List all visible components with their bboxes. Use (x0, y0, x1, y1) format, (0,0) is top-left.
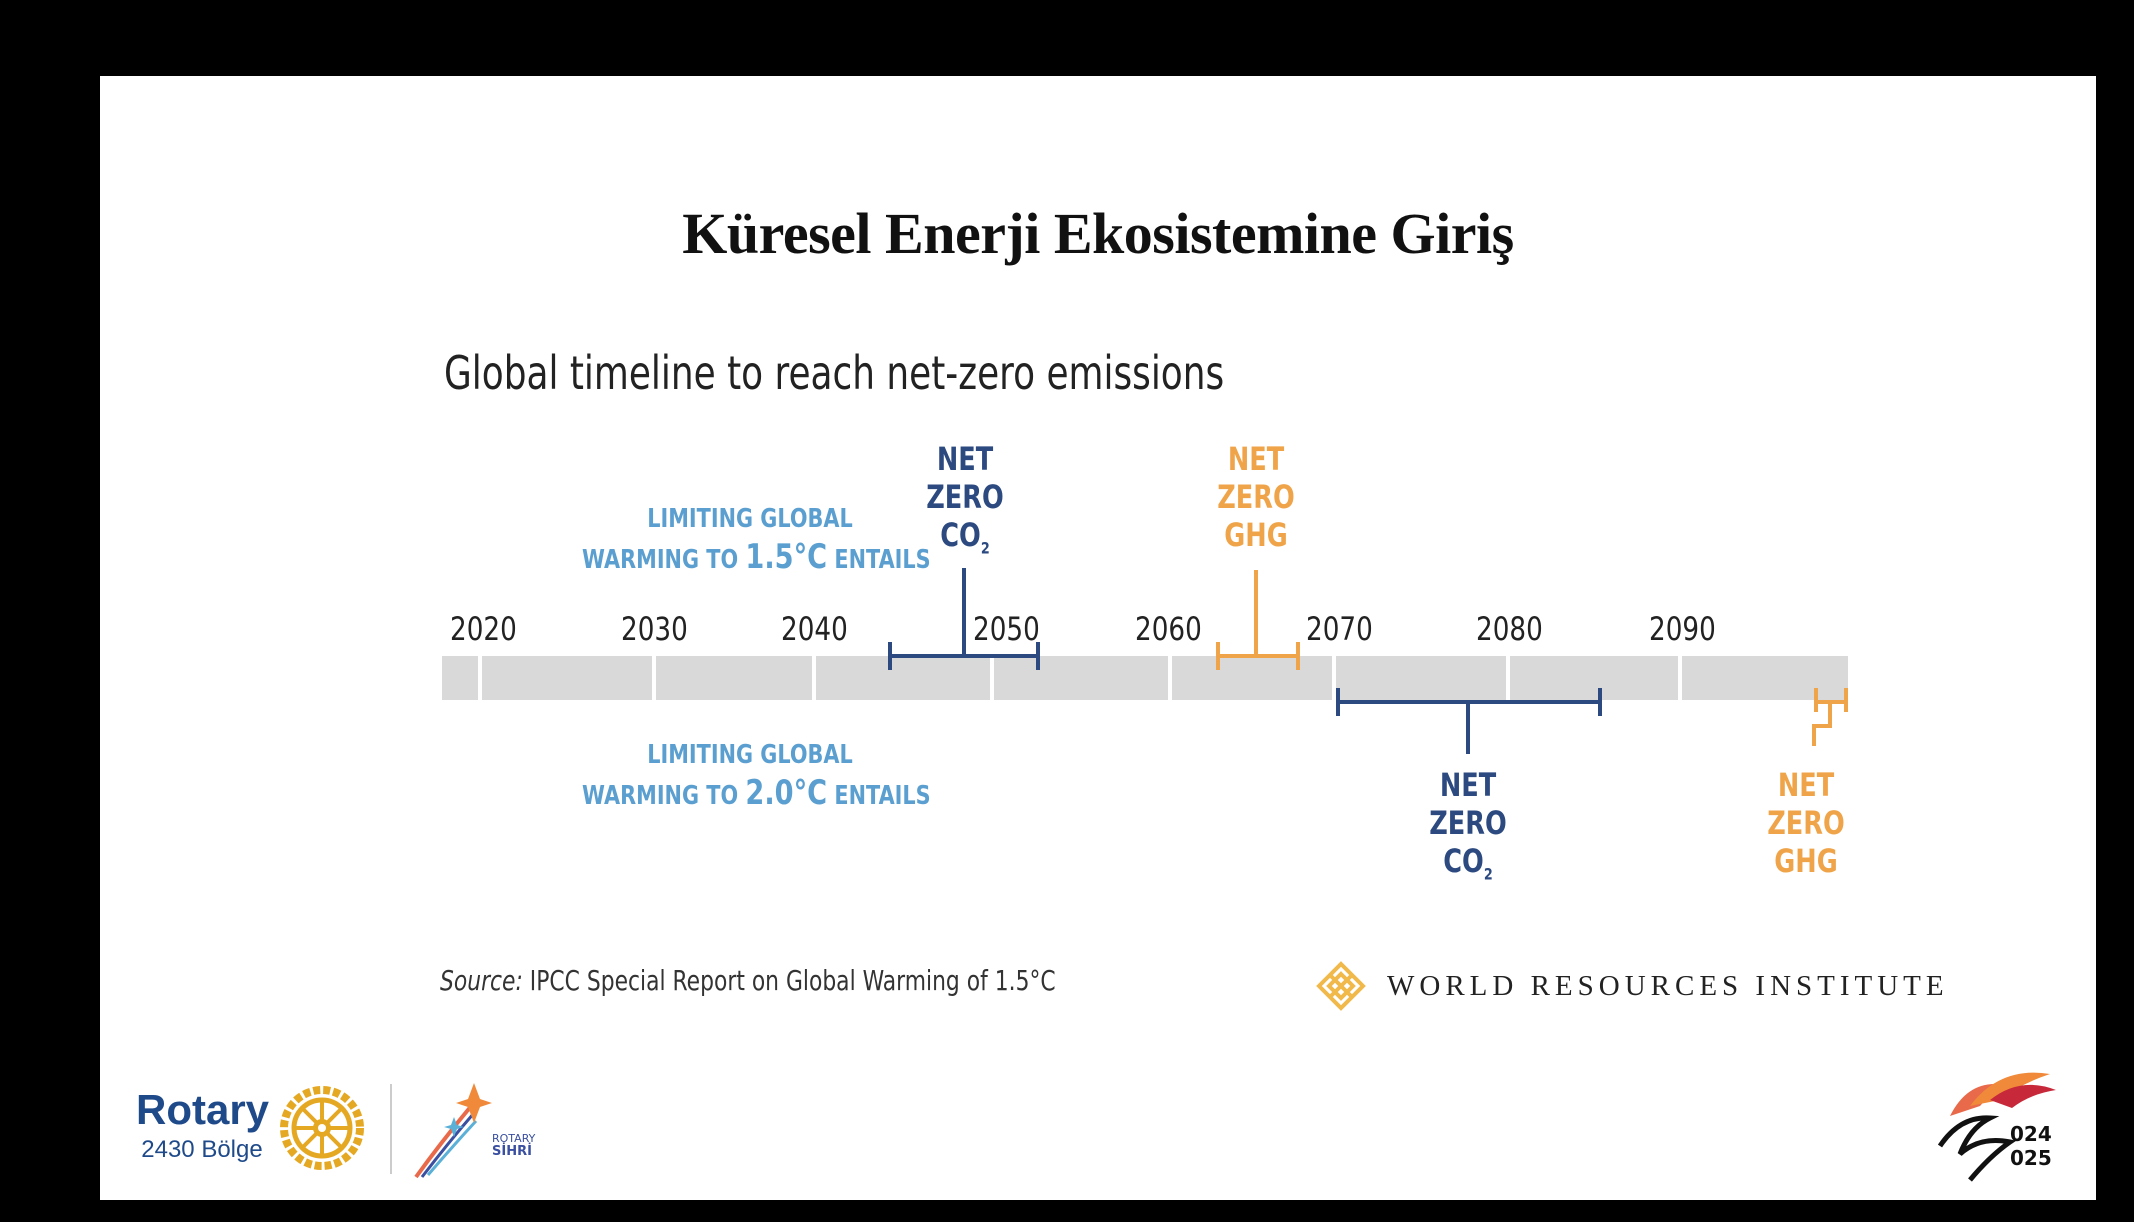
slide: Küresel Enerji Ekosistemine Giriş Global… (100, 76, 2096, 1200)
rotary-wheel-icon (280, 1086, 364, 1170)
range-cap (1814, 688, 1818, 712)
marker-line: GHG (1224, 516, 1288, 554)
figure-title: Global timeline to reach net-zero emissi… (444, 346, 1225, 400)
rotary-sihri-star-icon (414, 1083, 492, 1179)
corner-flame-logo-icon (1937, 1072, 2056, 1182)
year-label: 2060 (1135, 610, 1202, 648)
slide-title: Küresel Enerji Ekosistemine Giriş (682, 201, 1514, 266)
caption-1-5-suffix: ENTAILS (827, 545, 931, 575)
year-label: 2020 (450, 610, 517, 648)
timeline-segment (1682, 656, 1848, 700)
range-bar (890, 654, 1038, 658)
marker-line: CO2 (1420, 842, 1516, 893)
rotary-wordmark: Rotary (136, 1086, 270, 1133)
logo-divider (390, 1084, 392, 1174)
marker-line: ZERO (1429, 804, 1507, 842)
range-cap (1336, 688, 1340, 716)
year-label: 2070 (1306, 610, 1373, 648)
marker-line: NET (936, 440, 994, 478)
caption-1-5-prefix: WARMING TO (582, 545, 746, 575)
marker-stem (1254, 570, 1258, 654)
wri-emblem-icon (1316, 961, 1366, 1011)
timeline-segment (816, 656, 990, 700)
marker-stem (962, 630, 966, 656)
timeline-segment (656, 656, 812, 700)
caption-2-0: LIMITING GLOBAL WARMING TO 2.0°C ENTAILS (582, 736, 931, 815)
range-cap (1844, 688, 1848, 712)
caption-1-5: LIMITING GLOBAL WARMING TO 1.5°C ENTAILS (582, 500, 931, 579)
source-text: IPCC Special Report on Global Warming of… (522, 964, 1056, 997)
caption-1-5-line1: LIMITING GLOBAL (647, 504, 853, 534)
caption-2-0-value: 2.0°C (745, 773, 828, 813)
year-label: 2050 (973, 610, 1040, 648)
timeline-segment (442, 656, 478, 700)
caption-2-0-prefix: WARMING TO (582, 781, 746, 811)
year-label: 2090 (1649, 610, 1716, 648)
marker-stem (1828, 702, 1832, 726)
subscript: 2 (980, 538, 990, 558)
range-cap (1598, 688, 1602, 716)
caption-2-0-suffix: ENTAILS (827, 781, 931, 811)
corner-year-bottom: 025 (2010, 1146, 2052, 1170)
range-cap (888, 642, 892, 670)
net-zero-ghg-1-5-label: NET ZERO GHG (1208, 440, 1304, 554)
subscript: 2 (1483, 864, 1493, 884)
caption-2-0-line1: LIMITING GLOBAL (647, 740, 853, 770)
caption-1-5-value: 1.5°C (745, 537, 828, 577)
year-label: 2030 (621, 610, 688, 648)
range-bar (1218, 654, 1298, 658)
range-cap (1036, 642, 1040, 670)
marker-stem (1466, 702, 1470, 754)
source-note: Source: IPCC Special Report on Global Wa… (440, 964, 1056, 997)
marker-line: ZERO (926, 478, 1004, 516)
year-label: 2040 (781, 610, 848, 648)
marker-text: CO (1443, 842, 1484, 880)
range-cap (1216, 642, 1220, 670)
marker-line: ZERO (1217, 478, 1295, 516)
rotary-district: 2430 Bölge (141, 1136, 263, 1163)
marker-stem (962, 568, 966, 632)
rotary-logo: Rotary 2430 Bölge (132, 1086, 272, 1164)
timeline-segment (1172, 656, 1332, 700)
marker-stem (1812, 724, 1832, 728)
caption-1-5-line2: WARMING TO 1.5°C ENTAILS (582, 537, 931, 579)
marker-line: NET (1227, 440, 1285, 478)
marker-line: NET (1777, 766, 1835, 804)
marker-line: GHG (1774, 842, 1838, 880)
wri-logo: WORLD RESOURCES INSTITUTE (1315, 960, 1949, 1012)
marker-line: NET (1439, 766, 1497, 804)
corner-year-top: 024 (2010, 1122, 2052, 1146)
timeline-segment (482, 656, 652, 700)
sihri-line1: ROTARY (492, 1132, 536, 1145)
marker-line: CO2 (917, 516, 1013, 567)
net-zero-ghg-2-0-label: NET ZERO GHG (1758, 766, 1854, 880)
marker-text: CO (940, 516, 981, 554)
marker-line: ZERO (1767, 804, 1845, 842)
wri-name: WORLD RESOURCES INSTITUTE (1387, 969, 1949, 1002)
marker-stem (1812, 724, 1816, 746)
source-label: Source: (440, 964, 523, 997)
sihri-line2: SİHRİ (492, 1144, 532, 1159)
range-cap (1296, 642, 1300, 670)
timeline-segment (994, 656, 1168, 700)
sihri-wordmark: ROTARY SİHRİ (492, 1132, 535, 1158)
net-zero-co2-1-5-label: NET ZERO CO2 (917, 440, 1013, 567)
timeline-segment (1510, 656, 1678, 700)
year-label: 2080 (1476, 610, 1543, 648)
caption-2-0-line2: WARMING TO 2.0°C ENTAILS (582, 773, 931, 815)
timeline-segment (1336, 656, 1506, 700)
net-zero-co2-2-0-label: NET ZERO CO2 (1420, 766, 1516, 893)
